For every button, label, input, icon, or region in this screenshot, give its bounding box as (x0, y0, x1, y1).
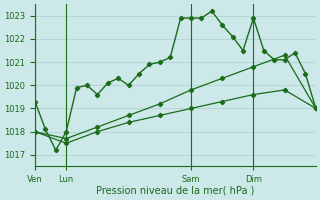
X-axis label: Pression niveau de la mer( hPa ): Pression niveau de la mer( hPa ) (96, 186, 255, 196)
